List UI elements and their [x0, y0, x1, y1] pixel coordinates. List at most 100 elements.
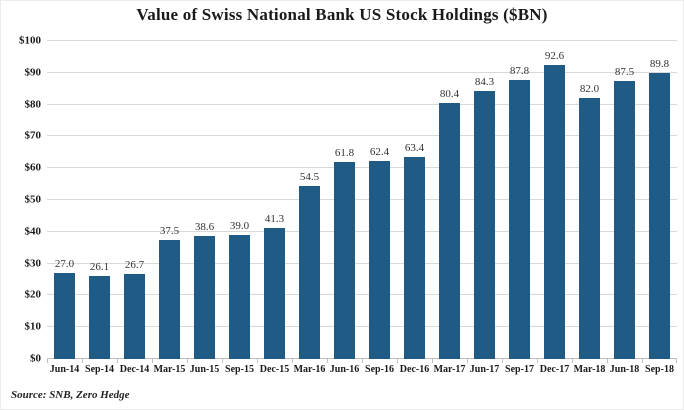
- gridline: [47, 40, 677, 41]
- y-tick-label: $60: [24, 161, 42, 174]
- bar: [649, 73, 670, 359]
- y-tick-label: $40: [24, 225, 42, 238]
- gridline: [47, 358, 677, 359]
- x-tick-label: Sep-15: [225, 364, 254, 375]
- gridline: [47, 167, 677, 169]
- x-axis-tick: [222, 359, 223, 363]
- x-tick-label: Jun-18: [609, 364, 640, 375]
- bar-value-label: 26.7: [124, 259, 145, 272]
- x-tick-label: Dec-16: [399, 364, 430, 375]
- bar-value-label: 26.1: [89, 261, 110, 274]
- x-axis-tick: [256, 359, 258, 363]
- x-tick-label: Sep-14: [85, 364, 114, 375]
- x-tick-label: Sep-18: [645, 364, 674, 375]
- bar-value-label: 80.4: [439, 88, 460, 101]
- y-tick-label: $0: [30, 352, 41, 365]
- x-axis-tick: [466, 359, 468, 363]
- bar-value-label: 62.4: [369, 145, 390, 158]
- x-axis-tick: [292, 359, 293, 363]
- x-axis-labels: Jun-14 Sep-14 Dec-14 Mar-15 Jun-15 Sep-15 Dec-…: [47, 364, 677, 376]
- bar-value-label: 39.0: [229, 219, 250, 232]
- chart-title: Value of Swiss National Bank US Stock Ho…: [136, 5, 548, 24]
- bar-slot: 84.3: [467, 75, 502, 359]
- bar-slot: 82.0: [572, 84, 607, 359]
- plot-area: $0 $10 $20 $30 $40 $50 $60 $70 $80 $90 $100 27.0 26…: [19, 35, 677, 375]
- bar-value-label: 63.4: [404, 142, 425, 155]
- bar-slot: 54.5: [292, 170, 327, 359]
- gridline: [47, 230, 677, 232]
- x-axis-tick: [537, 359, 538, 363]
- x-axis-tick: [326, 359, 328, 363]
- bar-value-label: 61.8: [334, 147, 355, 160]
- x-axis-tick: [642, 359, 643, 363]
- x-tick-label: Jun-16: [329, 364, 360, 375]
- x-tick-label: Mar-16: [293, 364, 326, 375]
- bars-layer: 27.0 26.1 26.7 37.5 38.6 39.0 41.3 54.5 61.8 62.4…: [47, 41, 677, 359]
- x-tick-label: Mar-17: [433, 364, 466, 375]
- y-tick-label: $70: [24, 129, 42, 142]
- bar-value-label: 92.6: [544, 49, 565, 62]
- bar-slot: 38.6: [187, 222, 222, 359]
- bar-slot: 92.6: [537, 49, 572, 359]
- bar: [404, 157, 425, 359]
- x-axis-tick: [151, 359, 153, 363]
- bar-slot: 62.4: [362, 145, 397, 359]
- bar-value-label: 38.6: [194, 221, 215, 234]
- x-axis-tick: [81, 359, 83, 363]
- bar: [614, 80, 635, 359]
- bar-value-label: 87.5: [614, 65, 635, 78]
- bar-slot: 89.8: [642, 59, 677, 359]
- bar-slot: 39.0: [222, 219, 257, 359]
- bar: [89, 276, 110, 359]
- x-tick-label: Sep-16: [365, 364, 394, 375]
- bar: [299, 185, 320, 359]
- x-tick-label: Mar-15: [153, 364, 186, 375]
- bar-slot: 37.5: [152, 224, 187, 359]
- x-axis-tick: [186, 359, 188, 363]
- bar-value-label: 89.8: [649, 58, 670, 71]
- bar-slot: 63.4: [397, 143, 432, 359]
- bar: [439, 103, 460, 359]
- bar-value-label: 41.3: [264, 212, 285, 225]
- bar: [124, 274, 145, 359]
- bar-slot: 41.3: [257, 212, 292, 359]
- y-tick-label: $100: [19, 34, 41, 47]
- bar-slot: 27.0: [47, 259, 82, 359]
- y-tick-label: $90: [24, 66, 42, 79]
- x-axis-tick: [502, 359, 503, 363]
- bar-slot: 26.1: [82, 262, 117, 359]
- x-axis-tick: [572, 359, 573, 363]
- x-axis-tick: [397, 359, 398, 363]
- x-axis-tick: [47, 359, 48, 363]
- x-tick-label: Jun-17: [469, 364, 500, 375]
- bar-slot: 61.8: [327, 148, 362, 359]
- bar: [509, 79, 530, 359]
- bar-slot: 87.5: [607, 65, 642, 359]
- bar: [264, 227, 285, 359]
- gridline: [47, 103, 677, 105]
- gridline: [47, 199, 677, 200]
- x-axis-ticks: [47, 359, 677, 363]
- x-axis-tick: [606, 359, 608, 363]
- bar-value-label: 37.5: [159, 224, 180, 237]
- y-tick-label: $50: [24, 193, 42, 206]
- x-axis-tick: [362, 359, 363, 363]
- bar: [334, 162, 355, 359]
- bar: [474, 90, 495, 359]
- bar-slot: 80.4: [432, 89, 467, 359]
- x-tick-label: Dec-17: [539, 364, 570, 375]
- bar-value-label: 54.5: [299, 170, 320, 183]
- bar: [194, 236, 215, 359]
- x-tick-label: Sep-17: [505, 364, 534, 375]
- y-tick-label: $30: [24, 257, 42, 270]
- gridline: [47, 326, 677, 328]
- source-note: Source: SNB, Zero Hedge: [11, 389, 130, 401]
- y-tick-label: $80: [24, 98, 42, 111]
- bar-value-label: 82.0: [579, 83, 600, 96]
- y-tick-label: $20: [24, 288, 42, 301]
- bar-value-label: 27.0: [54, 258, 75, 271]
- y-tick-label: $10: [24, 320, 42, 333]
- bar-value-label: 84.3: [474, 75, 495, 88]
- gridline: [47, 135, 677, 137]
